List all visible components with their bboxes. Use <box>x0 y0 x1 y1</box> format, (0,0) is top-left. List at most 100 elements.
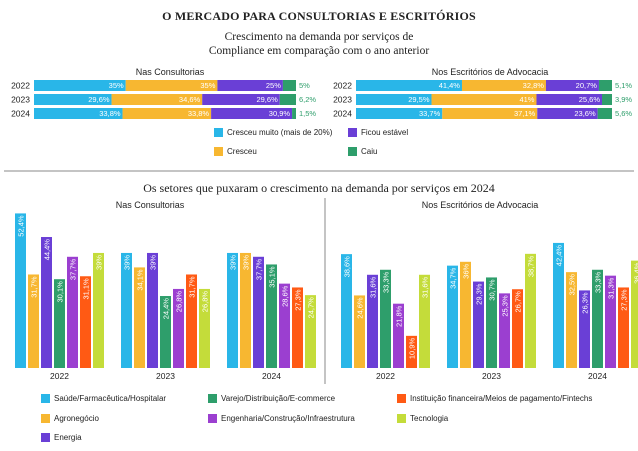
legend-item-tecnologia: Tecnologia <box>397 414 449 424</box>
stacked-bar-segment <box>122 108 212 119</box>
legend-swatch <box>397 414 406 424</box>
segment-value-label: 1,5% <box>299 109 316 118</box>
year-label: 2022 <box>333 81 352 91</box>
stacked-bar-segment <box>545 80 599 91</box>
bar-value-label: 24,4% <box>162 298 171 320</box>
legend-label: Instituição financeira/Meios de pagament… <box>410 394 593 403</box>
sector-bar <box>279 283 290 368</box>
bar-value-label: 38,7% <box>527 256 536 278</box>
bar-value-label: 34,7% <box>449 267 458 289</box>
bar-value-label: 10,9% <box>408 338 417 360</box>
bar-value-label: 39% <box>123 255 132 270</box>
bar-value-label: 36% <box>462 263 471 278</box>
bar-value-label: 39% <box>149 255 158 270</box>
segment-value-label: 33,7% <box>419 109 441 118</box>
bar-value-label: 52,4% <box>17 215 26 237</box>
sector-bar <box>447 265 458 368</box>
stacked-bar-segment <box>597 108 612 119</box>
sector-bar <box>631 260 638 368</box>
bar-value-label: 24,6% <box>356 297 365 319</box>
bar-value-label: 26,3% <box>581 292 590 314</box>
year-label: 2023 <box>11 95 30 105</box>
stacked-bar-segment <box>537 108 598 119</box>
bar-value-label: 39% <box>242 255 251 270</box>
segment-value-label: 29,5% <box>408 95 430 104</box>
legend-item-agronegocio: Agronegócio <box>41 414 99 424</box>
category-label: 2022 <box>376 371 395 381</box>
panel-title-escritorios-bottom: Nos Escritórios de Advocacia <box>421 200 539 210</box>
bar-value-label: 25,3% <box>501 295 510 317</box>
sector-bar <box>393 303 404 368</box>
segment-value-label: 32,8% <box>523 81 545 90</box>
sector-bar <box>566 272 577 368</box>
segment-value-label: 6,2% <box>299 95 316 104</box>
segment-value-label: 25% <box>266 81 281 90</box>
stacked-bar-segment <box>442 108 538 119</box>
sector-bar <box>199 288 210 368</box>
legend-label: Ficou estável <box>361 128 409 137</box>
stacked-chart-escritorios: 2022 41,4% 32,8% 20,7% 5,1% 2023 29,5% 41% 25,6%… <box>333 80 632 119</box>
stacked-bar-segment <box>202 94 280 105</box>
legend-item-cresceu-muito: Cresceu muito (mais de 20%) <box>214 128 333 138</box>
year-label: 2022 <box>11 81 30 91</box>
legend-swatch <box>208 414 217 424</box>
sector-bar <box>367 274 378 368</box>
sector-bar <box>605 275 616 368</box>
sector-bar <box>305 295 316 368</box>
segment-value-label: 33,8% <box>99 109 121 118</box>
bar-value-label: 21,8% <box>395 305 404 327</box>
legend-label: Cresceu muito (mais de 20%) <box>227 128 333 137</box>
legend-label: Agronegócio <box>54 414 99 423</box>
legend-label: Caiu <box>361 147 378 156</box>
panel-title-consultorias-bottom: Nas Consultorias <box>115 200 185 210</box>
bar-value-label: 27,3% <box>620 289 629 311</box>
sector-bar <box>67 256 78 368</box>
sector-bar <box>173 288 184 368</box>
sector-bar <box>553 242 564 368</box>
section-title: Os setores que puxaram o crescimento na … <box>143 181 495 195</box>
legend-swatch <box>214 128 223 138</box>
sector-bar <box>121 252 132 368</box>
sector-bar <box>499 293 510 368</box>
category-label: 2023 <box>482 371 501 381</box>
segment-value-label: 29,6% <box>256 95 278 104</box>
legend-swatch <box>348 128 357 138</box>
segment-value-label: 23,6% <box>574 109 596 118</box>
stacked-bar-segment <box>34 94 112 105</box>
stacked-bar-segment <box>356 108 443 119</box>
sector-bar <box>253 256 264 368</box>
sector-bar <box>266 264 277 368</box>
legend-label: Tecnologia <box>410 414 449 423</box>
stacked-bar-segment <box>211 108 293 119</box>
stacked-bar-segment <box>602 94 612 105</box>
stacked-bar-segment <box>279 94 296 105</box>
sector-bar <box>618 287 629 368</box>
year-label: 2024 <box>11 109 30 119</box>
bar-value-label: 31,6% <box>369 276 378 298</box>
segment-value-label: 37,1% <box>514 109 536 118</box>
stacked-bar-segment <box>282 80 296 91</box>
stacked-bar-segment <box>34 108 123 119</box>
stacked-bar-segment <box>461 80 546 91</box>
bar-value-label: 26,7% <box>514 291 523 313</box>
bar-value-label: 35,1% <box>268 266 277 288</box>
sector-bar <box>134 267 145 368</box>
legend-label: Energia <box>54 433 82 442</box>
stacked-bar-segment <box>34 80 126 91</box>
bar-value-label: 33,3% <box>594 271 603 293</box>
bar-value-label: 31,1% <box>82 278 91 300</box>
category-label: 2023 <box>156 371 175 381</box>
legend-swatch <box>208 394 217 404</box>
sector-bar <box>380 269 391 368</box>
stacked-bar-segment <box>292 108 296 119</box>
bar-value-label: 26,8% <box>201 291 210 313</box>
subtitle-line-2: Compliance em comparação com o ano anter… <box>208 45 430 57</box>
bar-value-label: 31,7% <box>30 276 39 298</box>
sector-bar <box>460 261 471 368</box>
sector-bar <box>419 274 430 368</box>
legend-swatch <box>41 433 50 443</box>
bar-value-label: 34,1% <box>136 269 145 291</box>
bar-value-label: 29,3% <box>475 283 484 305</box>
sector-bar <box>341 254 352 368</box>
